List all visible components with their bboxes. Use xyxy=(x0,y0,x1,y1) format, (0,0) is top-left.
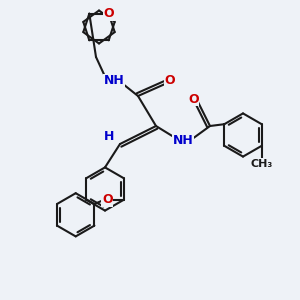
Text: O: O xyxy=(103,7,114,20)
Text: O: O xyxy=(164,74,175,88)
Text: O: O xyxy=(102,193,112,206)
Text: O: O xyxy=(188,92,199,106)
Text: CH₃: CH₃ xyxy=(250,159,273,169)
Text: H: H xyxy=(104,130,115,143)
Text: NH: NH xyxy=(172,134,194,148)
Text: NH: NH xyxy=(103,74,124,88)
